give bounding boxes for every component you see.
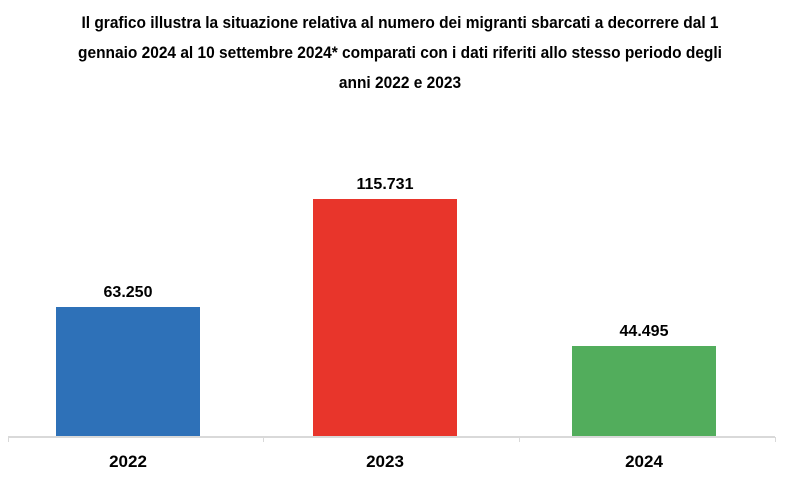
x-axis-line: [8, 436, 775, 438]
chart-title: Il grafico illustra la situazione relati…: [0, 8, 800, 98]
bar-2024: [572, 345, 716, 437]
bar-group-2022: 63.250: [56, 284, 200, 437]
x-axis-label-2024: 2024: [625, 452, 663, 471]
bar-group-2024: 44.495: [572, 322, 716, 437]
chart-title-line-1: Il grafico illustra la situazione relati…: [81, 13, 719, 32]
data-label-2023: 115.731: [356, 176, 414, 194]
x-axis-label-2022: 2022: [109, 452, 147, 471]
bar-2022: [56, 307, 200, 437]
chart-title-line-3: anni 2022 e 2023: [338, 73, 462, 92]
x-axis-label-2023: 2023: [366, 452, 404, 471]
data-label-2024: 44.495: [619, 322, 669, 340]
x-axis-tick: [775, 437, 776, 442]
x-axis-tick: [519, 437, 520, 442]
bar-group-2023: 115.731: [313, 176, 457, 437]
bar-2023: [313, 199, 457, 437]
chart-title-line-2: gennaio 2024 al 10 settembre 2024* compa…: [78, 43, 722, 62]
x-axis-tick: [263, 437, 264, 442]
x-axis-tick: [8, 437, 9, 442]
data-label-2022: 63.250: [103, 284, 153, 301]
